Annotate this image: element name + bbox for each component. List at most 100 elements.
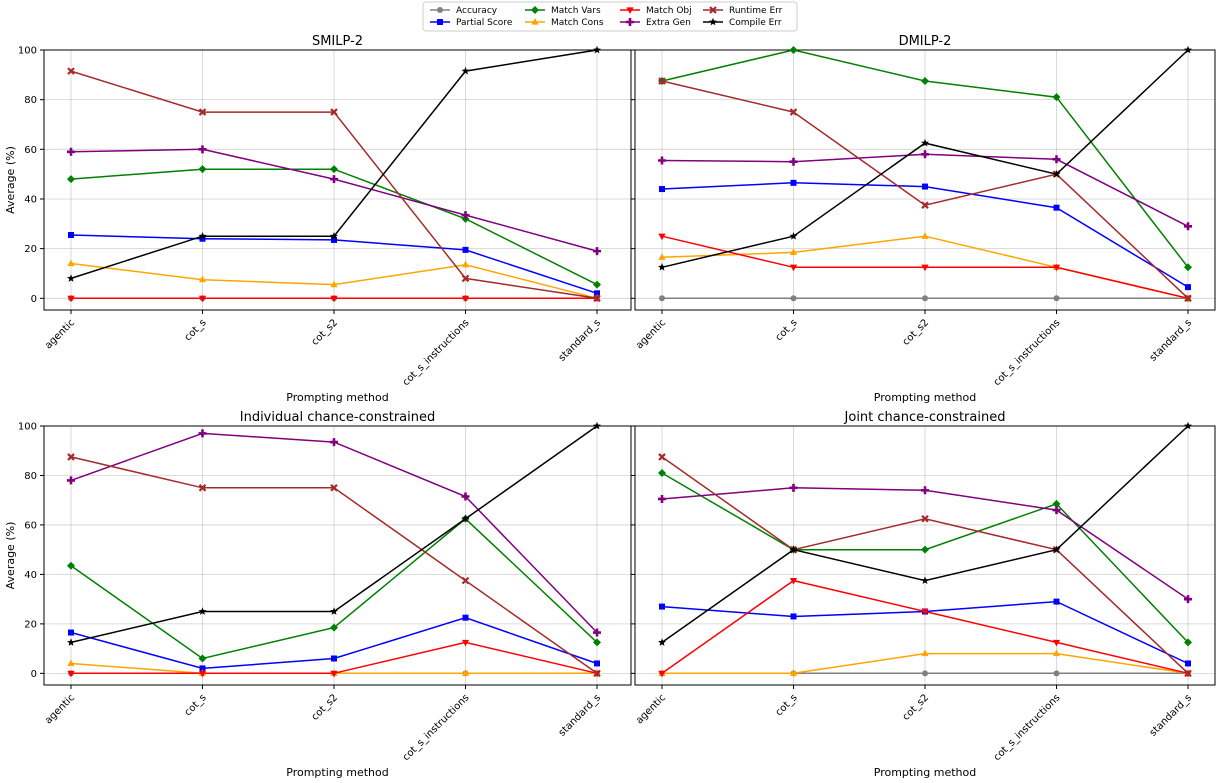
series-compile-err xyxy=(658,421,1192,646)
data-point-match-cons xyxy=(461,260,470,268)
data-point-match-obj xyxy=(1052,639,1061,647)
x-tick-label-standard-s: standard_s xyxy=(1148,692,1194,738)
series-runtime-err xyxy=(658,77,1192,303)
data-point-match-vars xyxy=(789,46,798,54)
chart-panel-smilp-2: 0 20 40 60 80 100 agentic cot_s cot_s2 cot_s_inst… xyxy=(4,34,632,404)
data-point-runtime-err xyxy=(1184,294,1192,303)
y-tick-label: 60 xyxy=(24,520,37,531)
series-runtime-err xyxy=(67,453,601,678)
data-point-partial-score xyxy=(1185,660,1191,667)
series-extra-gen xyxy=(67,429,601,637)
data-point-partial-score xyxy=(659,603,665,610)
data-point-match-obj xyxy=(198,670,207,678)
data-point-accuracy xyxy=(1053,295,1060,302)
legend-marker-compile-err xyxy=(709,17,717,26)
data-point-partial-score xyxy=(1053,598,1060,605)
data-point-accuracy xyxy=(922,295,928,302)
data-point-match-cons xyxy=(789,669,798,676)
legend-marker-accuracy xyxy=(437,7,443,13)
data-point-runtime-err xyxy=(921,514,929,523)
data-point-match-vars xyxy=(67,561,75,570)
data-point-extra-gen xyxy=(330,175,339,184)
data-point-match-vars xyxy=(921,545,929,554)
chart-panel-dmilp-2: agentic cot_s cot_s2 cot_s_instructions stan… xyxy=(631,34,1216,404)
x-tick-label-cot-s: cot_s xyxy=(183,317,209,343)
x-tick-label-cot-s-instructions: cot_s_instructions xyxy=(401,692,472,763)
data-point-extra-gen xyxy=(198,429,207,438)
y-tick-label: 20 xyxy=(24,244,37,255)
data-point-extra-gen xyxy=(1052,506,1061,515)
data-point-extra-gen xyxy=(789,157,798,166)
data-point-compile-err xyxy=(921,138,929,147)
data-point-runtime-err xyxy=(461,576,470,585)
data-point-partial-score xyxy=(199,665,206,672)
data-point-extra-gen xyxy=(1184,595,1192,604)
data-point-extra-gen xyxy=(67,147,75,156)
data-point-match-vars xyxy=(198,654,207,663)
data-point-partial-score xyxy=(790,179,797,186)
data-point-runtime-err xyxy=(593,294,601,303)
data-point-accuracy xyxy=(790,295,797,302)
legend-label-match-cons: Match Cons xyxy=(551,18,604,28)
legend-marker-extra-gen xyxy=(626,18,634,27)
legend-label-runtime-err: Runtime Err xyxy=(729,6,783,16)
data-point-extra-gen xyxy=(330,438,339,447)
series-runtime-err xyxy=(67,67,601,303)
data-point-match-obj xyxy=(330,295,338,303)
data-point-accuracy xyxy=(922,670,928,677)
legend-label-partial-score: Partial Score xyxy=(456,18,513,28)
data-point-runtime-err xyxy=(1184,669,1192,678)
chart-title: Individual chance-constrained xyxy=(240,410,436,425)
series-accuracy xyxy=(659,295,1191,302)
x-tick-label-cot-s: cot_s xyxy=(183,692,209,718)
data-point-extra-gen xyxy=(921,486,929,495)
data-point-extra-gen xyxy=(198,145,207,154)
legend-entry-accuracy: Accuracy xyxy=(430,6,498,16)
x-tick-label-agentic: agentic xyxy=(43,692,77,726)
data-point-partial-score xyxy=(331,655,337,662)
x-axis-label: Prompting method xyxy=(286,766,388,779)
data-point-runtime-err xyxy=(921,201,929,209)
data-point-match-cons xyxy=(921,649,929,657)
data-point-match-obj xyxy=(67,670,75,678)
axes-frame xyxy=(43,425,632,686)
data-point-match-obj xyxy=(789,577,798,585)
data-point-match-cons xyxy=(921,232,929,239)
x-tick-label-cot-s2: cot_s2 xyxy=(310,692,340,722)
data-point-extra-gen xyxy=(921,150,929,159)
x-axis-label: Prompting method xyxy=(286,391,388,404)
y-tick-label: 40 xyxy=(24,194,37,205)
data-point-extra-gen xyxy=(658,494,666,503)
data-point-runtime-err xyxy=(593,669,601,678)
x-tick-label-cot-s-instructions: cot_s_instructions xyxy=(401,317,472,388)
data-point-match-cons xyxy=(461,669,470,676)
data-point-match-obj xyxy=(921,608,929,616)
data-point-compile-err xyxy=(1184,421,1192,430)
series-match-vars xyxy=(658,46,1192,272)
x-tick-label-cot-s2: cot_s2 xyxy=(901,317,931,347)
data-point-match-vars xyxy=(67,175,75,184)
gridlines xyxy=(635,425,1215,685)
series-extra-gen xyxy=(658,150,1192,231)
legend-marker-runtime-err xyxy=(709,6,717,14)
chart-title: SMILP-2 xyxy=(312,34,363,49)
y-tick-label: 100 xyxy=(18,46,37,57)
y-axis-label: Average (%) xyxy=(4,522,17,590)
legend-entry-compile-err: Compile Err xyxy=(703,17,782,28)
chart-panel-individual-chance-constrained: 0 20 40 60 80 100 agentic cot_s cot_s2 cot_s_inst… xyxy=(4,410,632,779)
data-point-compile-err xyxy=(1184,45,1192,54)
chart-panel-joint-chance-constrained: agentic cot_s cot_s2 cot_s_instructions stan… xyxy=(631,410,1216,779)
legend-marker-partial-score xyxy=(437,19,443,25)
data-point-compile-err xyxy=(593,421,601,430)
data-point-compile-err xyxy=(1052,545,1061,554)
data-point-partial-score xyxy=(1053,204,1060,211)
data-point-partial-score xyxy=(462,614,469,621)
data-point-match-vars xyxy=(1184,638,1192,647)
legend-label-accuracy: Accuracy xyxy=(456,6,498,16)
data-point-extra-gen xyxy=(461,492,470,501)
data-point-match-vars xyxy=(921,77,929,86)
x-tick-label-cot-s-instructions: cot_s_instructions xyxy=(992,317,1063,388)
data-point-compile-err xyxy=(198,232,207,240)
data-point-extra-gen xyxy=(67,476,75,485)
series-match-obj xyxy=(658,233,1192,303)
